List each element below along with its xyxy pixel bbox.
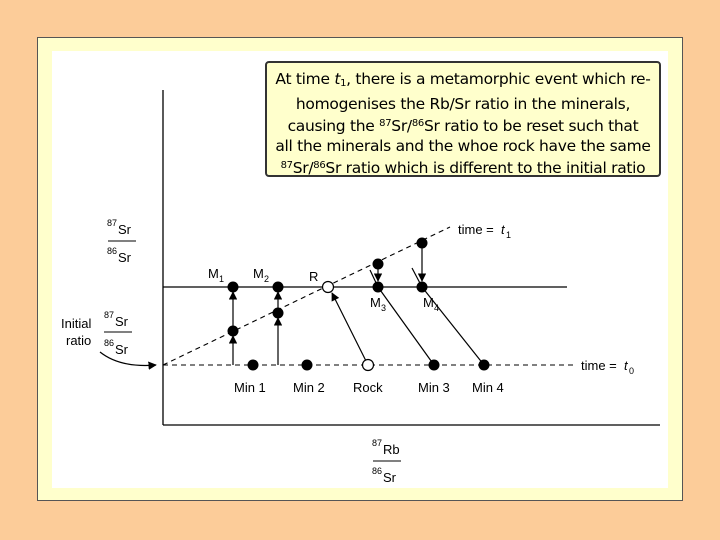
y-top-iso: 87	[107, 218, 117, 228]
m2-label: M 2	[253, 266, 269, 284]
min4-point-t0	[478, 359, 490, 371]
min3-label: Min 3	[418, 380, 450, 395]
caption-line-1: At time t1, there is a metamorphic event…	[275, 70, 651, 89]
init-bot-iso: 86	[104, 338, 114, 348]
svg-text:M: M	[253, 266, 264, 281]
svg-text:4: 4	[434, 303, 439, 313]
min2-point-t0	[301, 359, 313, 371]
m1-point	[227, 281, 239, 293]
time-t0-sub: 0	[629, 366, 634, 376]
caption-line-3: causing the 87Sr/86Sr ratio to be reset …	[287, 117, 639, 135]
y-top-el: Sr	[118, 222, 132, 237]
svg-text:1: 1	[219, 274, 224, 284]
y-bot-iso: 86	[107, 246, 117, 256]
min1-point-isochron	[227, 325, 239, 337]
init-bot-el: Sr	[115, 342, 129, 357]
min4-evolution-line	[421, 286, 485, 366]
initial-line2: ratio	[66, 333, 91, 348]
x-bot-el: Sr	[383, 470, 397, 485]
m3-point	[372, 281, 384, 293]
m3-label: M 3	[370, 295, 386, 313]
r-label: R	[309, 269, 318, 284]
caption-line-2: homogenises the Rb/Sr ratio in the miner…	[295, 95, 631, 113]
initial-line1: Initial	[61, 316, 91, 331]
svg-text:3: 3	[381, 303, 386, 313]
caption-line-4: all the minerals and the whoe rock have …	[275, 137, 651, 155]
init-top-iso: 87	[104, 310, 114, 320]
min2-label: Min 2	[293, 380, 325, 395]
caption-line-5: 87Sr/86Sr ratio which is different to th…	[280, 159, 646, 177]
caption-box: At time t1, there is a metamorphic event…	[265, 61, 661, 177]
svg-text:M: M	[208, 266, 219, 281]
rock-evolution-arrow	[331, 292, 369, 366]
time-t0-prefix: time =	[581, 358, 617, 373]
min3-point-isochron	[372, 258, 384, 270]
min1-label: Min 1	[234, 380, 266, 395]
min3-evolution-line	[377, 286, 435, 366]
time-t1-letter: t	[501, 222, 506, 237]
initial-ratio-label: Initial ratio 87 Sr 86 Sr	[61, 310, 132, 357]
y-bot-el: Sr	[118, 250, 132, 265]
svg-text:2: 2	[264, 274, 269, 284]
m1-label: M 1	[208, 266, 224, 284]
initial-ratio-pointer	[99, 351, 157, 370]
m2-point	[272, 281, 284, 293]
rock-label: Rock	[353, 380, 383, 395]
time-t1-label: time = t 1	[458, 222, 511, 240]
min3-point-t0	[428, 359, 440, 371]
y-axis-label: 87 Sr 86 Sr	[107, 218, 136, 265]
time-t1-prefix: time =	[458, 222, 494, 237]
svg-text:M: M	[423, 295, 434, 310]
m4-label: M 4	[423, 295, 439, 313]
time-t0-letter: t	[624, 358, 629, 373]
time-t1-isochron	[162, 226, 451, 366]
svg-text:M: M	[370, 295, 381, 310]
min1-point-t0	[247, 359, 259, 371]
r-point	[321, 280, 335, 294]
init-top-el: Sr	[115, 314, 129, 329]
rock-point-t0	[361, 358, 375, 372]
min4-point-isochron	[416, 237, 428, 249]
time-t0-label: time = t 0	[581, 358, 634, 376]
min2-point-isochron	[272, 307, 284, 319]
min4-label: Min 4	[472, 380, 504, 395]
x-bot-iso: 86	[372, 466, 382, 476]
x-top-iso: 87	[372, 438, 382, 448]
x-top-el: Rb	[383, 442, 400, 457]
x-axis-label: 87 Rb 86 Sr	[372, 438, 401, 485]
time-t1-sub: 1	[506, 230, 511, 240]
m4-point	[416, 281, 428, 293]
